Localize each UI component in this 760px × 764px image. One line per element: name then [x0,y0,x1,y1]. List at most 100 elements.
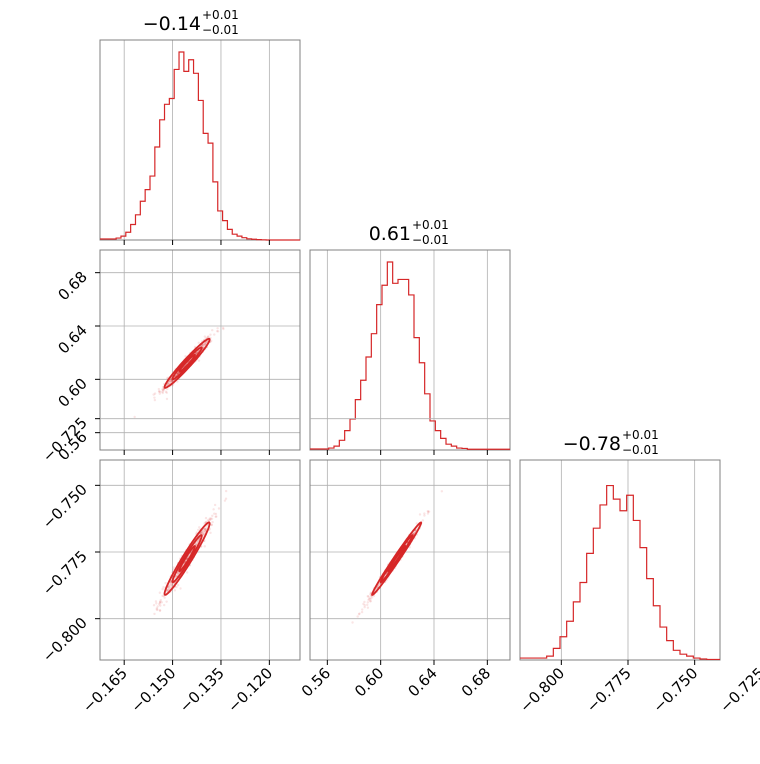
x-tick-label: −0.800 [516,664,568,716]
scatter-point [369,597,373,600]
scatter-point [162,585,165,589]
scatter-point [368,597,371,600]
scatter-point [195,351,198,355]
scatter-point [159,600,162,603]
scatter-point [209,518,212,521]
scatter-point [214,515,217,518]
scatter-point [176,572,180,575]
scatter-point [159,604,162,607]
scatter-point [202,532,206,536]
x-tick-label: −0.120 [224,664,276,716]
panel-2-0 [95,418,301,665]
scatter-point [168,379,171,383]
scatter-point [213,333,216,336]
scatter-point [158,609,162,612]
x-tick-label: 0.64 [404,664,440,700]
scatter-point [161,388,164,391]
scatter-point [198,526,201,529]
panel-frame [99,459,301,661]
scatter-point [161,587,164,591]
y-tick-label: 0.68 [54,268,90,304]
scatter-point [366,603,369,607]
x-tick-label: 0.68 [458,664,494,700]
scatter-point [222,327,225,331]
scatter-point [171,379,174,382]
scatter-point [185,571,189,574]
scatter-point [418,513,422,516]
x-tick-label: 0.56 [298,664,334,700]
contour-line [178,545,196,573]
scatter-point [214,512,218,516]
scatter-point [196,540,200,543]
scatter-point [421,519,425,522]
panel-2-2: −0.78 +0.01−0.01 [519,428,721,665]
scatter-point [208,518,211,522]
scatter-point [208,517,211,521]
scatter-point [202,343,205,346]
scatter-point [161,391,164,395]
scatter-point [366,606,370,609]
x-tick-label: −0.750 [650,664,702,716]
scatter-point [361,608,364,611]
scatter-point [158,609,162,612]
scatter-point [155,602,158,605]
scatter-group [351,490,444,624]
scatter-point [201,532,205,535]
scatter-point [165,600,168,603]
contour-line [171,534,203,584]
scatter-point [176,583,180,587]
scatter-point [162,603,166,607]
scatter-point [170,379,174,382]
scatter-point [165,397,169,401]
scatter-point [414,529,417,532]
panel-frame [309,249,511,451]
scatter-point [158,601,162,605]
scatter-point [204,528,207,531]
scatter-point [184,355,187,358]
scatter-point [166,382,169,386]
contour-line [178,353,196,373]
scatter-point [210,517,214,520]
scatter-point [195,351,198,354]
scatter-point [205,336,208,339]
scatter-point [133,415,136,419]
scatter-point [165,391,168,394]
panel-frame [309,459,511,661]
scatter-point [159,390,162,394]
scatter-point [195,531,198,534]
panel-title-plus: +0.01 [202,8,239,22]
histogram-step-2 [520,484,720,661]
scatter-point [204,528,207,531]
scatter-point [426,509,430,513]
scatter-point [158,603,161,606]
y-tick-label: 0.60 [54,374,90,410]
scatter-point [162,388,165,391]
panel-frame [99,39,301,241]
x-tick-label: −0.150 [127,664,179,716]
scatter-point [367,598,370,602]
scatter-point [426,510,430,513]
scatter-point [176,372,179,375]
scatter-point [176,372,179,375]
scatter-point [363,600,366,604]
panel-1-1: 0.61 +0.01−0.01 [309,218,511,455]
scatter-point [161,390,164,394]
scatter-point [215,329,219,333]
scatter-point [367,595,370,598]
scatter-point [160,601,163,604]
scatter-point [167,382,170,385]
scatter-point [356,615,359,618]
x-tick-label: −0.135 [176,664,228,716]
scatter-point [156,608,159,611]
scatter-point [369,599,372,603]
scatter-point [408,546,411,549]
scatter-point [204,341,207,344]
contour-line [163,337,211,389]
panel-title-value: 0.61 [369,223,411,245]
y-tick-label: −0.775 [39,547,91,599]
scatter-point [368,597,371,601]
scatter-point [169,583,173,587]
scatter-point [206,335,210,339]
scatter-point [200,530,204,533]
scatter-point [164,390,168,393]
